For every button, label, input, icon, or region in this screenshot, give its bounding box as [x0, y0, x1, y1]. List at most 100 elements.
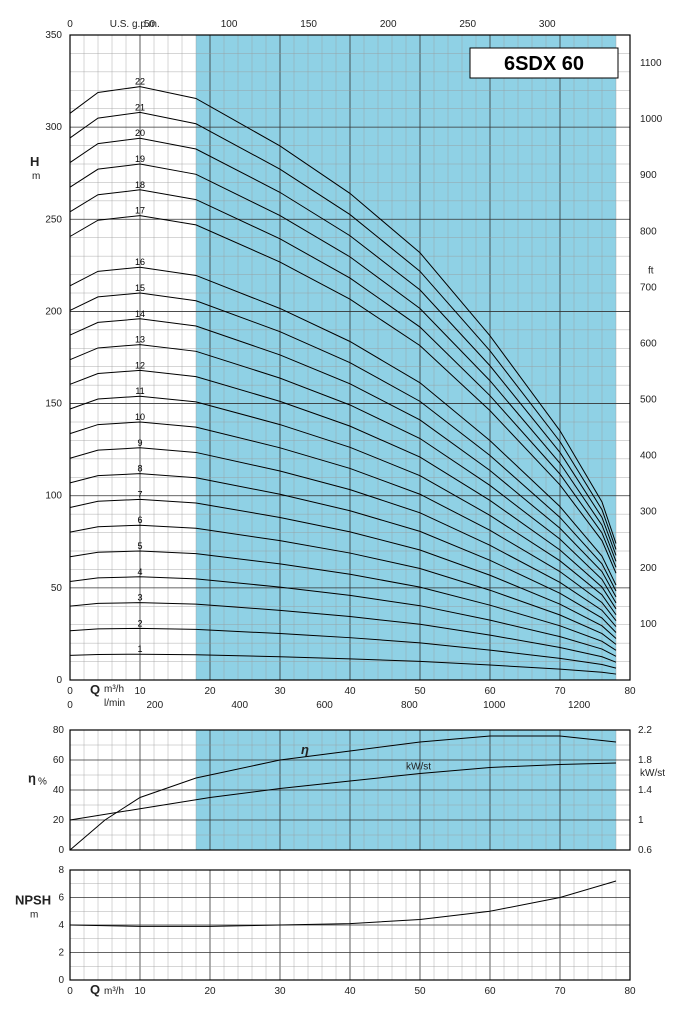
y-m-tick: 0	[56, 675, 62, 686]
stage-label: 20	[135, 128, 145, 138]
y-ft-tick: 200	[640, 563, 657, 574]
axis-label-H: H	[30, 154, 39, 169]
y-m-tick: 50	[51, 583, 63, 594]
x-lmin-tick: 1000	[483, 700, 506, 711]
x-lmin-tick: 200	[147, 700, 164, 711]
y-m-tick: 300	[45, 122, 62, 133]
y-ft-tick: 800	[640, 226, 657, 237]
stage-label: 1	[137, 644, 142, 654]
axis-label-eta: η	[28, 771, 36, 786]
y-ft-tick: 300	[640, 507, 657, 518]
x-lmin-tick: 400	[231, 700, 248, 711]
x-lmin-tick: 0	[67, 700, 73, 711]
npsh-x-tick: 10	[134, 986, 146, 997]
x-m3h-tick: 60	[484, 686, 496, 697]
stage-label: 10	[135, 412, 145, 422]
axis-label-Q: Q	[90, 682, 100, 697]
y-ft-tick: 700	[640, 282, 657, 293]
y-ft-tick: 500	[640, 395, 657, 406]
eta-pct-tick: 0	[58, 845, 64, 856]
y-ft-tick: 600	[640, 338, 657, 349]
axis-label-Q2: Q	[90, 982, 100, 997]
stage-label: 3	[137, 593, 142, 603]
x-lmin-tick: 800	[401, 700, 418, 711]
kwst-tick: 1.8	[638, 755, 652, 766]
y-m-tick: 350	[45, 30, 62, 41]
x-m3h-tick: 80	[624, 686, 636, 697]
y-ft-tick: 1000	[640, 114, 663, 125]
stage-label: 16	[135, 257, 145, 267]
hq-chart: 1234567891011121314151617181920212205010…	[30, 19, 663, 711]
y-ft-tick: 1100	[640, 58, 662, 69]
x-gpm-tick: 0	[67, 19, 73, 30]
x-lmin-tick: 600	[316, 700, 333, 711]
stage-label: 14	[135, 309, 145, 319]
kwst-tick: 2.2	[638, 725, 652, 736]
npsh-x-tick: 40	[344, 986, 356, 997]
npsh-x-tick: 0	[67, 986, 73, 997]
stage-label: 22	[135, 77, 145, 87]
axis-label-npsh-unit: m	[30, 909, 38, 920]
y-ft-tick: 100	[640, 619, 657, 630]
inline-label-kw: kW/st	[406, 762, 431, 773]
x-m3h-tick: 20	[204, 686, 216, 697]
x-lmin-tick: 1200	[568, 700, 591, 711]
stage-label: 19	[135, 154, 145, 164]
kwst-tick: 1	[638, 815, 644, 826]
model-title: 6SDX 60	[504, 53, 584, 75]
axis-label-H-unit: m	[32, 171, 40, 182]
y-m-tick: 100	[45, 491, 62, 502]
x-m3h-tick: 50	[414, 686, 426, 697]
x-gpm-tick: 250	[459, 19, 476, 30]
x-m3h-tick: 30	[274, 686, 286, 697]
npsh-curve	[70, 881, 616, 926]
x-gpm-tick: 300	[539, 19, 556, 30]
pump-curve-figure: 1234567891011121314151617181920212205010…	[0, 0, 689, 1034]
axis-label-Q-unit: m³/h	[104, 684, 124, 695]
axis-label-gpm: U.S. g.p.m.	[110, 19, 160, 30]
axis-label-eta-unit: %	[38, 777, 47, 788]
eta-pct-tick: 80	[53, 725, 65, 736]
y-ft-tick: 400	[640, 451, 657, 462]
stage-label: 12	[135, 360, 145, 370]
axis-label-lmin: l/min	[104, 698, 125, 709]
eta-pct-tick: 60	[53, 755, 65, 766]
kwst-tick: 1.4	[638, 785, 652, 796]
x-m3h-tick: 40	[344, 686, 356, 697]
stage-label: 11	[135, 386, 144, 396]
npsh-y-tick: 0	[58, 975, 64, 986]
npsh-x-tick: 70	[554, 986, 566, 997]
stage-label: 7	[137, 489, 142, 499]
x-m3h-tick: 0	[67, 686, 73, 697]
stage-label: 5	[137, 541, 142, 551]
stage-label: 8	[137, 464, 142, 474]
x-m3h-tick: 70	[554, 686, 566, 697]
stage-label: 21	[135, 102, 145, 112]
stage-label: 13	[135, 335, 145, 345]
npsh-chart: 02468NPSHm01020304050607080Qm³/h	[15, 865, 636, 997]
x-gpm-tick: 100	[221, 19, 238, 30]
npsh-y-tick: 2	[58, 948, 64, 959]
npsh-y-tick: 8	[58, 865, 64, 876]
stage-label: 4	[137, 567, 142, 577]
eta-pct-tick: 20	[53, 815, 65, 826]
y-m-tick: 150	[45, 399, 62, 410]
stage-label: 18	[135, 180, 145, 190]
axis-label-kwst: kW/st	[640, 768, 665, 779]
x-m3h-tick: 10	[134, 686, 146, 697]
stage-label: 2	[137, 618, 142, 628]
npsh-x-tick: 60	[484, 986, 496, 997]
axis-label-ft: ft	[648, 265, 654, 276]
npsh-x-tick: 30	[274, 986, 286, 997]
eta-chart: 020406080η%0.611.41.82.2kW/stηkW/st	[28, 725, 665, 856]
stage-label: 9	[137, 438, 142, 448]
y-m-tick: 250	[45, 214, 62, 225]
npsh-y-tick: 4	[58, 920, 64, 931]
axis-label-npsh: NPSH	[15, 892, 51, 907]
x-gpm-tick: 200	[380, 19, 397, 30]
stage-label: 6	[137, 515, 142, 525]
npsh-x-tick: 20	[204, 986, 216, 997]
y-m-tick: 200	[45, 306, 62, 317]
eta-pct-tick: 40	[53, 785, 65, 796]
x-gpm-tick: 150	[300, 19, 317, 30]
